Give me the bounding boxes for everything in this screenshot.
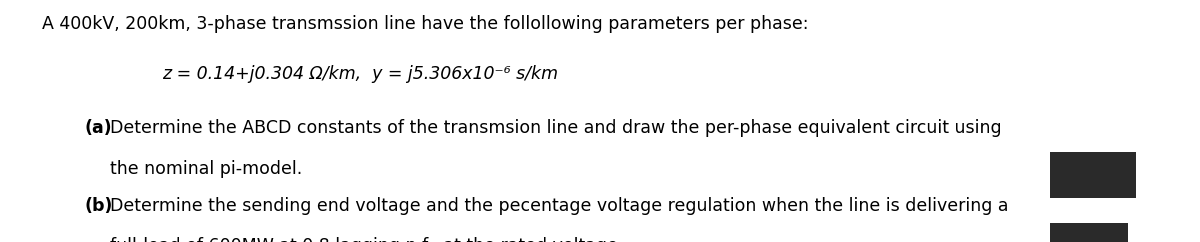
Text: Determine the sending end voltage and the pecentage voltage regulation when the : Determine the sending end voltage and th…: [110, 197, 1009, 215]
Text: Determine the ABCD constants of the transmsion line and draw the per-phase equiv: Determine the ABCD constants of the tran…: [110, 119, 1002, 136]
Text: (a): (a): [84, 119, 112, 136]
Text: A 400kV, 200km, 3-phase transmssion line have the follollowing parameters per ph: A 400kV, 200km, 3-phase transmssion line…: [42, 15, 809, 32]
Text: (b): (b): [84, 197, 113, 215]
Text: z = 0.14+j0.304 Ω/km,  y = j5.306x10⁻⁶ s/km: z = 0.14+j0.304 Ω/km, y = j5.306x10⁻⁶ s/…: [162, 65, 558, 83]
Bar: [1050, 223, 1128, 242]
Bar: [1050, 152, 1136, 198]
Text: full-load of 600MW at 0.8 lagging p.f., at the rated voltage.: full-load of 600MW at 0.8 lagging p.f., …: [110, 237, 624, 242]
Text: the nominal pi-model.: the nominal pi-model.: [110, 160, 302, 178]
